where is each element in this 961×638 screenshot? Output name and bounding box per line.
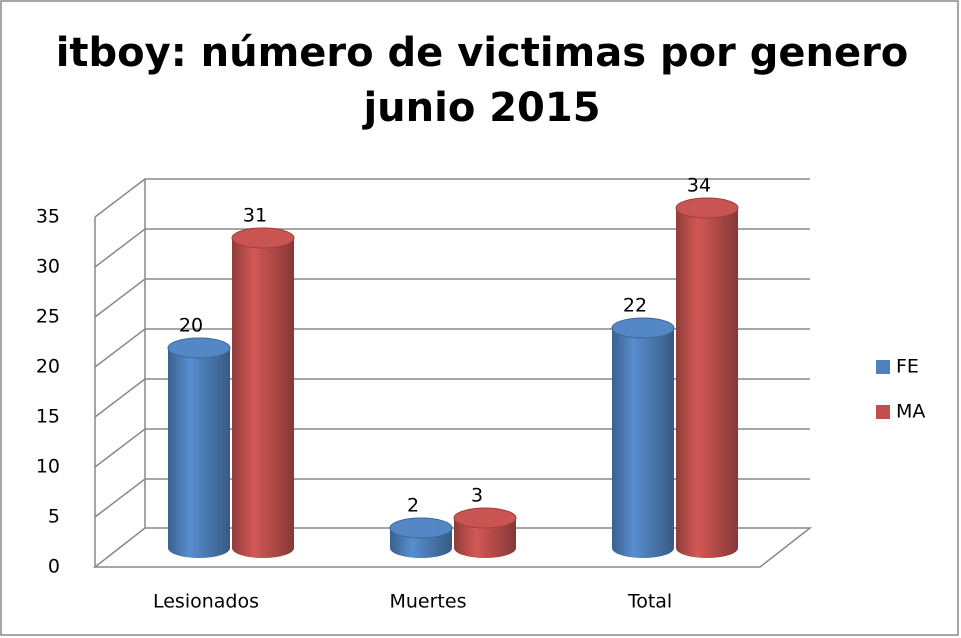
bar-body <box>676 208 738 558</box>
y-tick-label: 15 <box>36 406 60 428</box>
bar-body <box>168 348 230 558</box>
value-label: 20 <box>179 315 203 337</box>
grid-line <box>94 328 810 368</box>
bar-top <box>453 507 517 529</box>
legend-label: MA <box>896 401 925 423</box>
bar <box>675 197 739 558</box>
chart-title: itboy: número de victimas por genero <box>56 30 909 76</box>
bar-body <box>232 238 294 558</box>
y-tick-label: 5 <box>48 506 60 528</box>
y-tick-label: 0 <box>48 556 60 578</box>
value-label: 2 <box>407 495 419 517</box>
grid-line <box>94 278 810 318</box>
bar-top <box>675 197 739 219</box>
y-tick-label: 10 <box>36 456 60 478</box>
bar-body <box>454 518 516 558</box>
value-label: 22 <box>623 295 647 317</box>
bar-body <box>612 328 674 558</box>
bar <box>611 317 675 558</box>
x-tick-label: Muertes <box>390 591 467 613</box>
y-tick-label: 30 <box>36 256 60 278</box>
bar <box>389 517 453 558</box>
value-label: 34 <box>687 175 711 197</box>
bar <box>453 507 517 558</box>
chart-title: junio 2015 <box>361 85 600 131</box>
bar-top <box>231 227 295 249</box>
grid-line <box>94 428 810 468</box>
bar-top <box>167 337 231 359</box>
x-tick-label: Lesionados <box>153 591 259 613</box>
value-label: 3 <box>471 485 483 507</box>
grid-line <box>94 228 810 268</box>
legend-swatch <box>876 405 890 419</box>
legend-swatch <box>876 360 890 374</box>
y-tick-label: 20 <box>36 356 60 378</box>
bar-top <box>611 317 675 339</box>
grid-line <box>94 378 810 418</box>
y-tick-label: 25 <box>36 306 60 328</box>
x-tick-label: Total <box>627 591 672 613</box>
grid-line <box>94 178 810 218</box>
bar-top <box>389 517 453 539</box>
bar <box>231 227 295 558</box>
y-tick-label: 35 <box>36 206 60 228</box>
legend-label: FE <box>896 356 919 378</box>
grid-line <box>94 478 810 518</box>
value-label: 31 <box>243 205 267 227</box>
bar <box>167 337 231 558</box>
